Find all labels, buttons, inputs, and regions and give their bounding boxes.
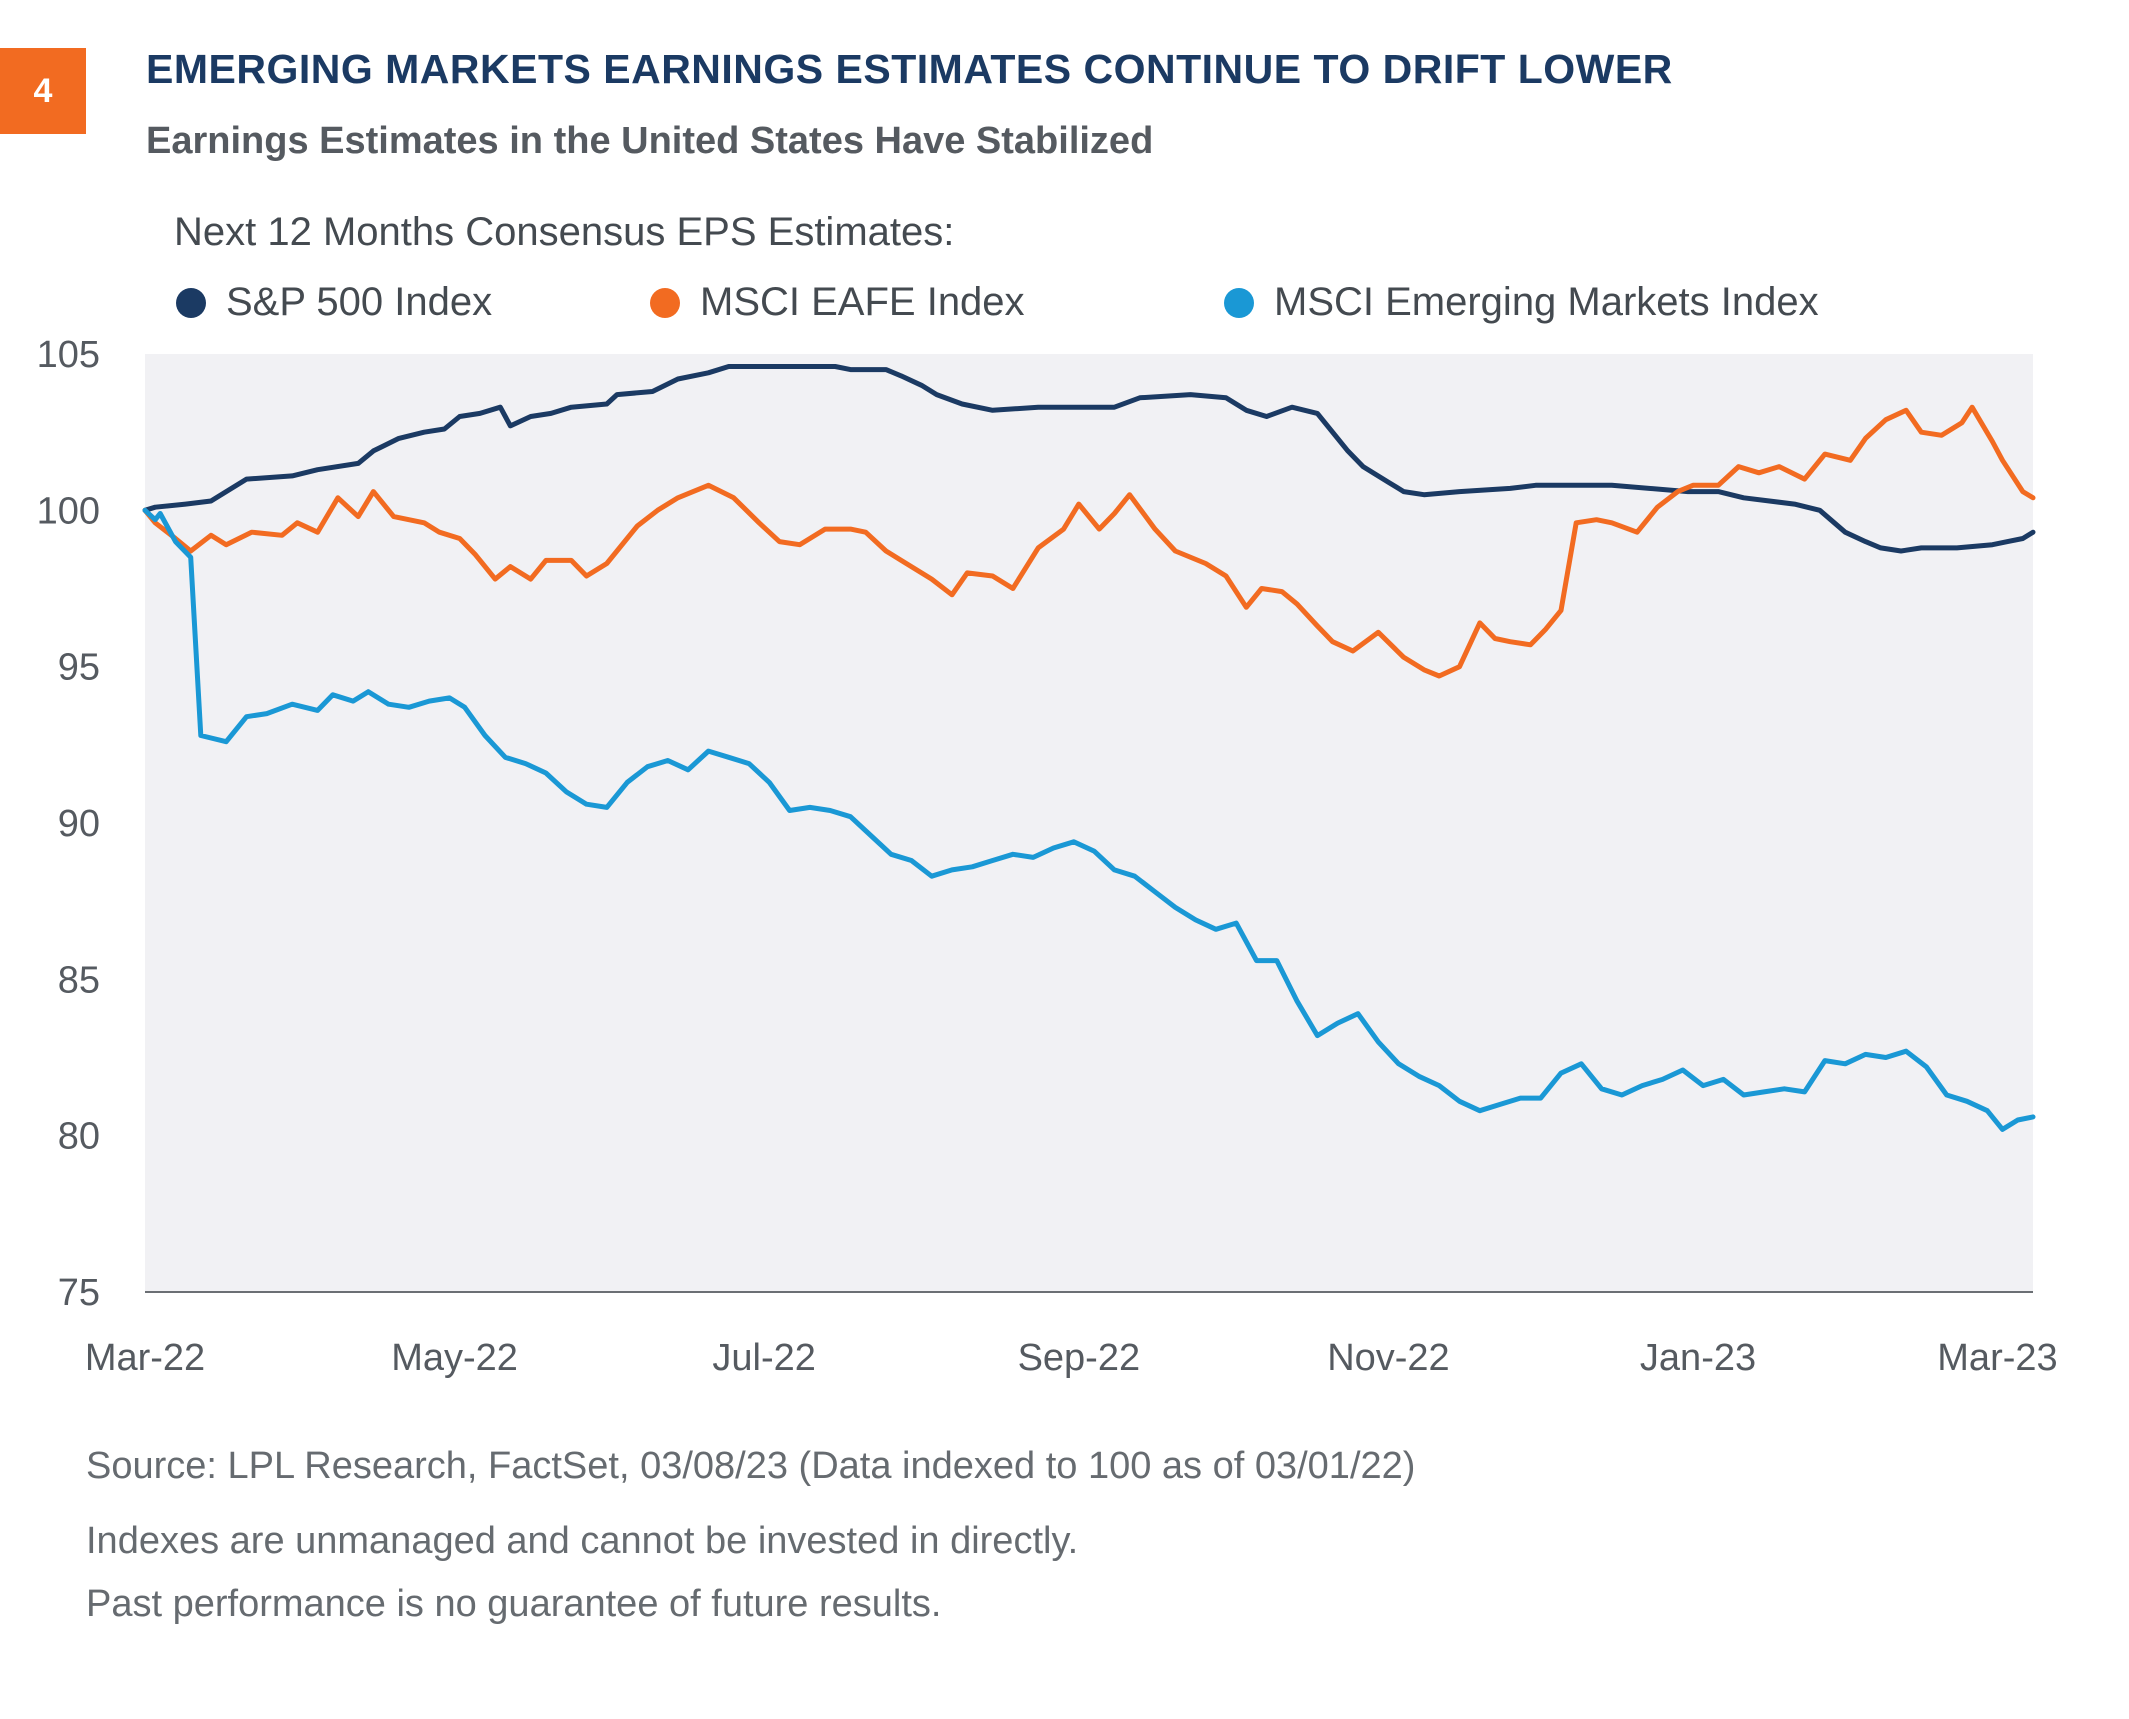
y-tick-label: 85 xyxy=(58,959,100,1001)
y-tick-label: 80 xyxy=(58,1116,100,1158)
legend-dot-sp500 xyxy=(176,287,206,318)
chart-number-badge: 4 xyxy=(0,48,86,134)
y-tick-label: 105 xyxy=(37,334,100,376)
x-tick-label: Nov-22 xyxy=(1327,1337,1450,1379)
chart-title: EMERGING MARKETS EARNINGS ESTIMATES CONT… xyxy=(146,46,1673,92)
line-chart: 105 100 95 90 85 80 75 Mar-22 May-22 Jul-22 Sep-22… xyxy=(37,334,2058,1379)
y-tick-label: 75 xyxy=(58,1272,100,1314)
legend-label-em: MSCI Emerging Markets Index xyxy=(1274,280,1819,324)
x-tick-label: Mar-23 xyxy=(1937,1337,2057,1379)
series-line-eafe xyxy=(142,404,2036,679)
legend-label-sp500: S&P 500 Index xyxy=(226,280,493,324)
legend-title: Next 12 Months Consensus EPS Estimates: xyxy=(174,210,955,254)
x-tick-label: Mar-22 xyxy=(85,1337,205,1379)
legend-dot-em xyxy=(1224,287,1254,318)
plot-area xyxy=(145,354,2033,1292)
y-tick-label: 90 xyxy=(58,803,100,845)
legend-item-eafe: MSCI EAFE Index xyxy=(650,280,1025,325)
source-note: Source: LPL Research, FactSet, 03/08/23 … xyxy=(86,1445,1416,1487)
chart-subtitle: Earnings Estimates in the United States … xyxy=(146,120,1154,162)
y-tick-label: 100 xyxy=(37,490,100,532)
x-tick-label: Sep-22 xyxy=(1018,1337,1141,1379)
disclaimer-performance: Past performance is no guarantee of futu… xyxy=(86,1583,942,1625)
y-tick-label: 95 xyxy=(58,647,100,689)
legend-item-em: MSCI Emerging Markets Index xyxy=(1224,280,1819,325)
series-line-sp500 xyxy=(142,364,2036,554)
x-tick-label: Jan-23 xyxy=(1640,1337,1756,1379)
legend-dot-eafe xyxy=(650,287,680,318)
legend-label-eafe: MSCI EAFE Index xyxy=(700,280,1025,324)
x-tick-label: Jul-22 xyxy=(712,1337,816,1379)
x-tick-label: May-22 xyxy=(391,1337,518,1379)
legend: S&P 500 Index MSCI EAFE Index MSCI Emerg… xyxy=(0,280,2129,330)
disclaimer-unmanaged: Indexes are unmanaged and cannot be inve… xyxy=(86,1520,1079,1562)
legend-item-sp500: S&P 500 Index xyxy=(176,280,492,325)
series-line-emerging-markets xyxy=(142,507,2036,1132)
